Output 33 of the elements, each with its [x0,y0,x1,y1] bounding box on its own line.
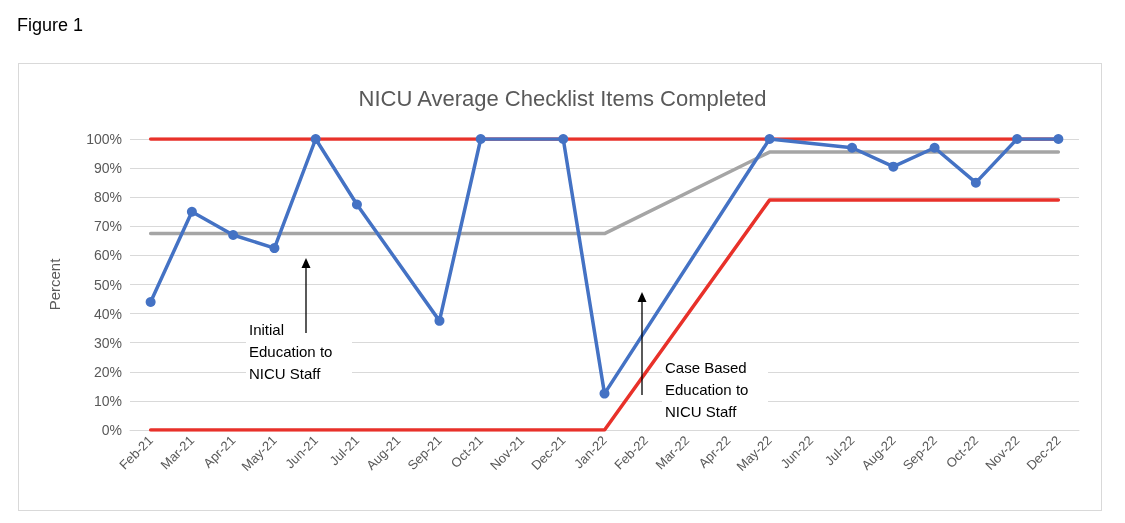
y-tick-label: 50% [93,276,122,293]
point [888,161,899,172]
annotation: Initial Education to NICU Staff [249,321,337,382]
point [145,296,156,307]
y-axis-title: Percent [46,257,63,311]
y-tick-label: 30% [93,334,122,351]
point [1053,134,1064,144]
point [228,230,239,241]
annotation: Case Based Education to NICU Staff [665,359,753,420]
point [764,134,775,144]
y-tick-label: 20% [93,363,122,380]
chart-title: NICU Average Checklist Items Completed [358,85,767,111]
point [929,142,940,153]
y-tick-label: 90% [93,160,122,177]
y-tick-label: 40% [93,305,122,322]
point [847,142,858,153]
point [351,199,362,210]
point [970,177,981,188]
point [186,206,197,217]
y-tick-label: 0% [101,422,122,438]
y-tick-label: 10% [93,392,122,409]
y-tick-label: 100% [86,131,122,147]
point [1012,134,1023,144]
point [599,388,610,399]
point [475,134,486,144]
y-tick-label: 70% [93,218,122,235]
y-tick-label: 60% [93,247,122,264]
point [269,243,280,254]
caption: Figure 1 [17,15,84,36]
y-tick-label: 80% [93,189,122,206]
point [434,315,445,326]
point [310,134,321,144]
point [558,134,569,144]
